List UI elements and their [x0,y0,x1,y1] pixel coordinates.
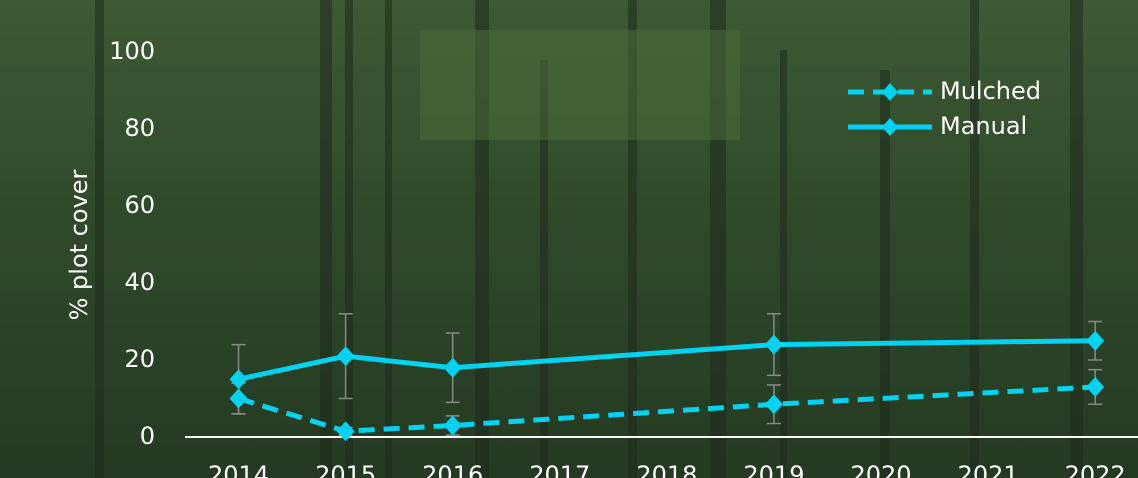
field [420,30,740,140]
marker [443,415,462,436]
marker [229,388,248,409]
marker [443,357,462,378]
marker [1086,330,1105,351]
x-tick-label: 2014 [208,461,269,478]
legend-label: Mulched [940,77,1041,105]
x-tick-label: 2015 [315,461,376,478]
y-axis-label: % plot cover [65,169,93,320]
y-tick-label: 40 [124,268,155,296]
x-tick-label: 2019 [743,461,804,478]
x-tick-label: 2016 [422,461,483,478]
marker [336,421,355,442]
y-tick-label: 100 [109,37,155,65]
y-tick-label: 60 [124,191,155,219]
marker [229,369,248,390]
x-tick-label: 2022 [1065,461,1126,478]
y-tick-label: 80 [124,114,155,142]
x-tick-label: 2017 [529,461,590,478]
y-tick-label: 20 [124,345,155,373]
marker [336,346,355,367]
y-tick-label: 0 [140,422,155,450]
x-tick-label: 2018 [636,461,697,478]
marker [764,394,783,415]
marker [764,334,783,355]
legend-marker [882,83,898,101]
legend-marker [882,118,898,136]
x-tick-label: 2021 [958,461,1019,478]
marker [1086,376,1105,397]
legend-label: Manual [940,112,1027,140]
x-tick-label: 2020 [850,461,911,478]
